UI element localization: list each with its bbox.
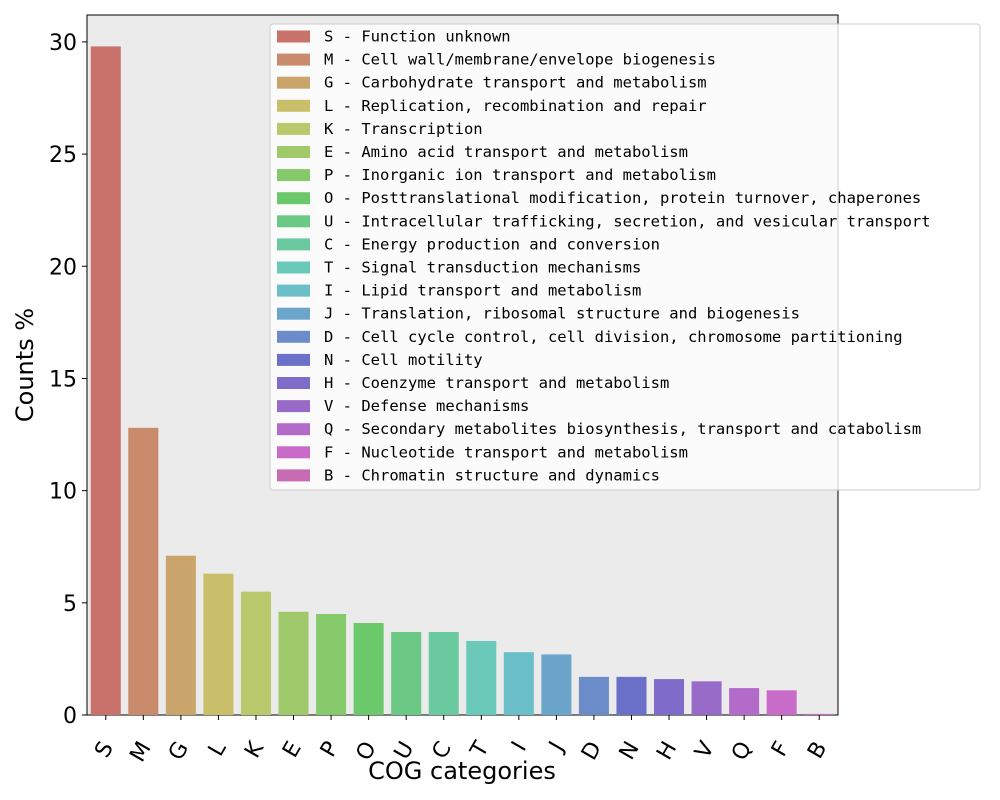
bar-G — [165, 555, 196, 715]
legend-label-P: P - Inorganic ion transport and metaboli… — [324, 166, 716, 184]
y-tick-label: 25 — [49, 143, 77, 168]
x-tick-label-H: H — [652, 738, 682, 765]
y-axis-title: Counts % — [11, 308, 39, 422]
legend-swatch-O — [277, 192, 310, 205]
legend-label-K: K - Transcription — [324, 120, 483, 138]
bar-T — [466, 640, 497, 715]
bar-P — [316, 614, 347, 715]
legend-swatch-Q — [277, 423, 310, 436]
y-tick-label: 20 — [49, 255, 77, 280]
legend-swatch-T — [277, 261, 310, 274]
legend-label-V: V - Defense mechanisms — [324, 397, 529, 415]
legend-label-M: M - Cell wall/membrane/envelope biogenes… — [324, 51, 716, 69]
legend-swatch-U — [277, 215, 310, 228]
x-tick-label-N: N — [615, 738, 645, 765]
x-tick-label-B: B — [803, 738, 832, 764]
bar-O — [353, 623, 384, 715]
bar-I — [503, 652, 534, 715]
legend-label-F: F - Nucleotide transport and metabolism — [324, 443, 688, 461]
x-tick-label-D: D — [577, 738, 607, 765]
bar-B — [804, 713, 835, 715]
x-tick-label-P: P — [316, 738, 344, 762]
x-tick-label-I: I — [507, 738, 532, 756]
legend-label-H: H - Coenzyme transport and metabolism — [324, 374, 669, 392]
bar-F — [766, 690, 797, 715]
bar-H — [654, 679, 685, 715]
x-tick-label-L: L — [204, 737, 232, 761]
legend: S - Function unknown M - Cell wall/membra… — [269, 23, 981, 491]
x-tick-label-M: M — [125, 738, 156, 767]
legend-swatch-V — [277, 400, 310, 413]
x-tick-label-K: K — [240, 737, 269, 762]
legend-swatch-I — [277, 284, 310, 297]
bar-Q — [729, 688, 760, 715]
x-tick-label-G: G — [164, 738, 194, 765]
x-tick-label-Q: Q — [727, 738, 757, 766]
legend-swatch-K — [277, 122, 310, 135]
x-tick-label-F: F — [767, 738, 795, 761]
bar-C — [428, 631, 459, 715]
legend-swatch-E — [277, 146, 310, 158]
x-tick-label-S: S — [90, 738, 119, 763]
legend-swatch-G — [277, 76, 310, 89]
y-axis: 0 5 10 15 20 25 30 — [49, 31, 87, 729]
x-tick-label-V: V — [691, 738, 720, 764]
bar-S — [90, 46, 121, 715]
x-tick-label-E: E — [278, 738, 307, 763]
legend-label-J: J - Translation, ribosomal structure and… — [324, 305, 800, 323]
y-tick-label: 15 — [49, 367, 77, 392]
legend-label-G: G - Carbohydrate transport and metabolis… — [324, 74, 707, 92]
bar-D — [578, 676, 609, 715]
legend-swatch-D — [277, 330, 310, 343]
x-tick-label-J: J — [544, 738, 570, 758]
legend-swatch-L — [277, 99, 310, 112]
y-tick-label: 10 — [49, 480, 77, 505]
bar-V — [691, 681, 722, 715]
legend-swatch-B — [277, 469, 310, 482]
bar-N — [616, 676, 647, 715]
legend-swatch-J — [277, 307, 310, 320]
legend-box — [269, 23, 981, 491]
legend-label-U: U - Intracellular trafficking, secretion… — [324, 212, 931, 230]
legend-label-T: T - Signal transduction mechanisms — [324, 259, 641, 277]
bar-U — [391, 631, 422, 715]
legend-label-D: D - Cell cycle control, cell division, c… — [324, 328, 903, 346]
bars-group — [90, 46, 835, 715]
legend-label-Q: Q - Secondary metabolites biosynthesis, … — [324, 420, 921, 438]
legend-swatch-S — [277, 30, 310, 43]
bar-K — [240, 591, 271, 715]
legend-label-E: E - Amino acid transport and metabolism — [324, 143, 688, 161]
bar-E — [278, 611, 309, 715]
legend-label-C: C - Energy production and conversion — [324, 235, 660, 253]
legend-label-I: I - Lipid transport and metabolism — [324, 282, 641, 300]
legend-swatch-M — [277, 53, 310, 66]
bar-M — [128, 427, 159, 715]
legend-swatch-H — [277, 377, 310, 389]
legend-swatch-P — [277, 169, 310, 182]
legend-label-L: L - Replication, recombination and repai… — [324, 97, 707, 115]
legend-label-B: B - Chromatin structure and dynamics — [324, 466, 660, 484]
legend-label-N: N - Cell motility — [324, 351, 483, 369]
legend-swatch-F — [277, 446, 310, 459]
bar-J — [541, 654, 572, 715]
legend-label-O: O - Posttranslational modification, prot… — [324, 189, 921, 207]
legend-label-S: S - Function unknown — [324, 28, 511, 46]
y-tick-label: 0 — [63, 704, 77, 729]
y-tick-label: 30 — [49, 31, 77, 56]
legend-swatch-N — [277, 353, 310, 366]
bar-L — [203, 573, 234, 715]
y-tick-label: 5 — [63, 592, 77, 617]
x-axis-title: COG categories — [368, 757, 556, 785]
legend-swatch-C — [277, 238, 310, 251]
